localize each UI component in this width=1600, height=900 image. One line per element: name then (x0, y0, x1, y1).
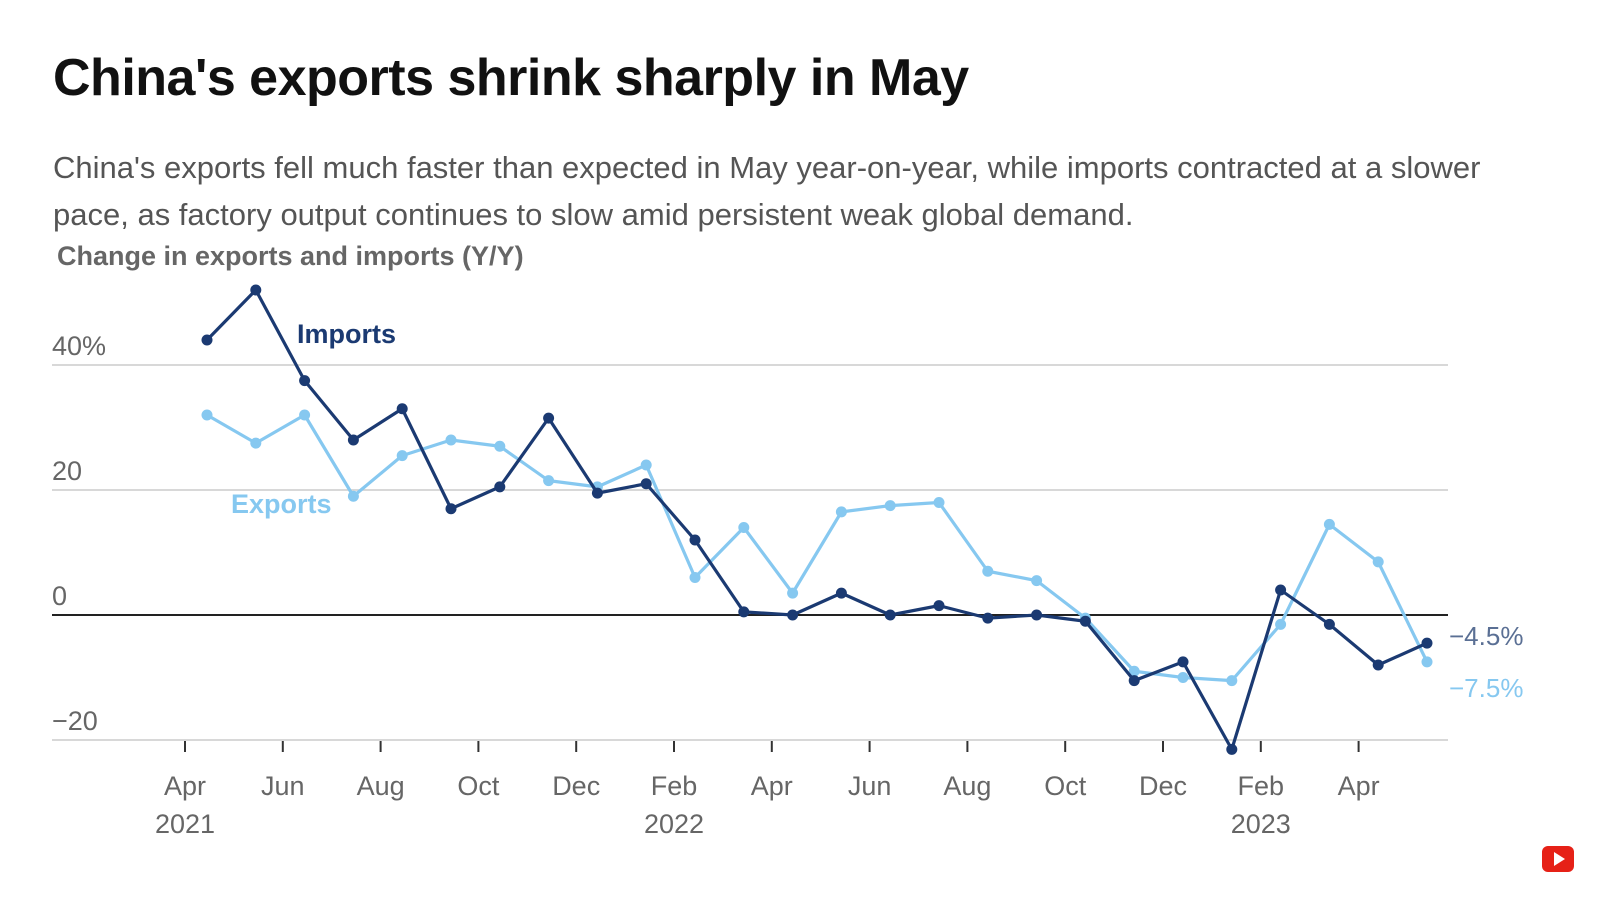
y-tick-label: 0 (52, 581, 67, 611)
exports-point (787, 587, 799, 599)
exports-point (1128, 665, 1140, 677)
exports-point (445, 434, 457, 446)
imports-point (738, 606, 750, 618)
exports-point (640, 459, 652, 471)
x-tick-label: Apr (164, 771, 206, 801)
exports-point (1031, 575, 1043, 587)
imports-point (250, 284, 262, 296)
x-tick-year-label: 2023 (1231, 809, 1291, 839)
exports-point (201, 409, 213, 421)
x-tick-label: Dec (1139, 771, 1187, 801)
exports-point (982, 565, 994, 577)
exports-point (738, 522, 750, 533)
imports-point (884, 609, 896, 621)
x-tick-year-label: 2022 (644, 809, 704, 839)
page-title: China's exports shrink sharply in May (53, 49, 969, 107)
exports-point (543, 475, 555, 487)
x-tick-label: Aug (943, 771, 991, 801)
y-tick-label: 40% (52, 331, 106, 361)
imports-series-label: Imports (297, 319, 396, 349)
imports-point (347, 434, 359, 446)
imports-point (1421, 637, 1433, 649)
exports-point (933, 497, 945, 508)
imports-point (1177, 656, 1189, 668)
imports-point (1128, 675, 1140, 687)
exports-point (1275, 618, 1287, 630)
imports-point (591, 487, 603, 499)
exports-point (1421, 656, 1433, 668)
exports-point (299, 409, 311, 421)
exports-point (396, 450, 408, 462)
imports-point (835, 587, 847, 599)
exports-point (689, 572, 701, 583)
x-tick-label: Dec (552, 771, 600, 801)
x-tick-label: Jun (848, 771, 892, 801)
x-tick-label: Aug (357, 771, 405, 801)
imports-line (205, 288, 1428, 751)
imports-point (1372, 659, 1384, 671)
x-tick-label: Oct (1044, 771, 1087, 801)
imports-point (640, 478, 652, 490)
exports-line (206, 413, 1429, 683)
exports-point (347, 490, 359, 502)
chart-title: Change in exports and imports (Y/Y) (57, 241, 524, 271)
imports-point (689, 534, 701, 546)
imports-point (299, 375, 311, 387)
exports-point (1177, 672, 1189, 683)
imports-point (1323, 618, 1335, 630)
imports-point (982, 612, 994, 624)
exports-point (835, 506, 847, 518)
x-tick-label: Apr (751, 771, 793, 801)
imports-point (1079, 615, 1091, 627)
x-tick-label: Apr (1338, 771, 1380, 801)
imports-end-label: −4.5% (1449, 621, 1523, 651)
exports-point (1323, 518, 1335, 530)
imports-point (1275, 584, 1287, 596)
x-tick-label: Feb (651, 771, 698, 801)
imports-point (933, 600, 945, 612)
exports-series-label: Exports (231, 489, 332, 519)
x-tick-label: Feb (1238, 771, 1285, 801)
x-tick-label: Oct (457, 771, 500, 801)
y-tick-label: 20 (52, 456, 82, 486)
x-tick-label: Jun (261, 771, 305, 801)
exports-point (250, 437, 262, 449)
y-tick-label: −20 (52, 706, 98, 736)
imports-point (445, 503, 457, 515)
page-subtitle: China's exports fell much faster than ex… (53, 150, 1481, 232)
exports-point (1372, 556, 1384, 568)
imports-point (494, 481, 506, 493)
imports-point (1031, 609, 1043, 621)
imports-point (201, 334, 213, 346)
exports-end-label: −7.5% (1449, 673, 1523, 703)
imports-point (1226, 743, 1238, 755)
x-tick-year-label: 2021 (155, 809, 215, 839)
imports-point (396, 403, 408, 415)
imports-point (543, 412, 555, 424)
exports-point (884, 500, 896, 512)
youtube-subscribe-icon[interactable] (1542, 846, 1574, 872)
imports-point (787, 609, 799, 621)
exports-point (1226, 675, 1238, 687)
exports-point (494, 440, 506, 452)
